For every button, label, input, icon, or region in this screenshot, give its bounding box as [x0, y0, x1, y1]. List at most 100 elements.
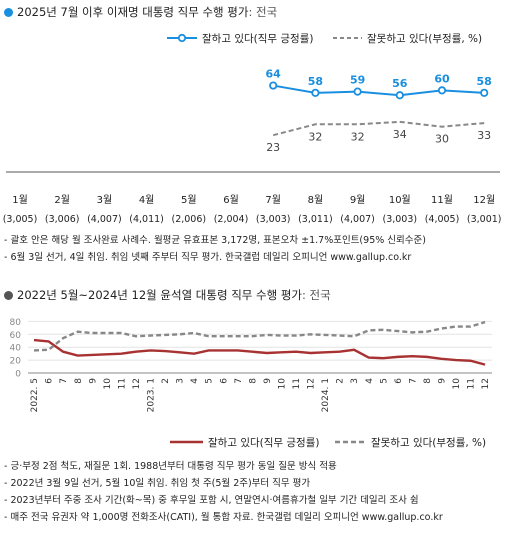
section2-subtitle: : 전국 — [302, 288, 331, 302]
legend-label-positive: 잘하고 있다(직무 긍정률) — [208, 436, 319, 449]
x-tick-label: 7 — [234, 378, 244, 384]
positive-point — [269, 81, 278, 90]
sample-size-label: (3,003) — [382, 214, 417, 225]
x-tick-label: 12 — [307, 378, 317, 389]
series-line-positive — [33, 338, 486, 366]
x-tick-label: 1월 — [12, 194, 28, 206]
sample-size-label: (2,004) — [214, 214, 249, 225]
sample-size-label: (3,003) — [256, 214, 291, 225]
x-tick-label: 3 — [350, 378, 360, 384]
y-tick-label: 60 — [10, 331, 22, 341]
x-tick-label: 7 — [59, 378, 69, 384]
sample-size-label: (4,005) — [425, 214, 460, 225]
x-tick-label: 4월 — [139, 194, 155, 206]
positive-point — [311, 88, 320, 97]
positive-data-label: 64 — [266, 68, 282, 81]
series-line-negative — [33, 320, 486, 352]
positive-data-label: 58 — [308, 75, 323, 88]
chart1: 잘하고 있다(직무 긍정률) 잘못하고 있다(부정률, %) 64 58 59 56 60 5… — [3, 32, 502, 225]
x-tick-label: 4 — [365, 378, 375, 384]
sample-size-label: (3,001) — [467, 214, 502, 225]
x-tick-label: 10 — [452, 378, 462, 390]
x-tick-label: 11 — [117, 378, 127, 389]
positive-point — [437, 86, 447, 95]
x-tick-label: 2022. 5 — [30, 378, 40, 412]
x-tick-label: 9 — [263, 378, 273, 384]
section2-title-row: 2022년 5월~2024년 12월 윤석열 대통령 직무 수행 평가: 전국 — [4, 287, 331, 303]
positive-point — [395, 91, 404, 100]
section2-note-1: - 긍·부정 2점 척도, 재질문 1회. 1988년부터 대통령 직무 평가 … — [4, 461, 337, 472]
y-tick-label: 40 — [10, 344, 22, 354]
x-tick-label: 11 — [467, 378, 477, 389]
x-tick-label: 12 — [132, 378, 142, 389]
y-tick-label: 20 — [10, 357, 22, 367]
sample-size-label: (4,011) — [129, 214, 164, 225]
x-tick-label: 3 — [176, 378, 186, 384]
x-tick-label: 11 — [292, 378, 302, 389]
negative-data-label: 32 — [308, 130, 322, 143]
series-line-negative — [272, 120, 485, 137]
x-tick-label: 7월 — [265, 194, 281, 206]
x-tick-label: 4 — [190, 378, 200, 384]
x-tick-label: 9 — [88, 378, 98, 384]
section1-note-1: - 괄호 안은 해당 월 조사완료 사례수. 월평균 유효표본 3,172명, … — [4, 235, 426, 246]
x-tick-label: 8 — [74, 378, 84, 384]
x-tick-label: 12 — [481, 378, 491, 389]
x-tick-label: 10월 — [389, 194, 411, 206]
positive-point — [353, 87, 362, 96]
x-tick-label: 5 — [379, 378, 389, 384]
y-tick-label: 80 — [10, 318, 22, 328]
x-tick-label: 2 — [161, 378, 171, 384]
legend-label-negative: 잘못하고 있다(부정률, %) — [371, 436, 486, 449]
positive-data-label: 58 — [477, 75, 492, 88]
sample-size-label: (3,006) — [45, 214, 80, 225]
x-tick-label: 6월 — [223, 194, 239, 206]
series-line-positive — [273, 84, 485, 97]
section1-title: 2025년 7월 이후 이재명 대통령 직무 수행 평가 — [17, 5, 249, 19]
x-tick-label: 9월 — [350, 194, 366, 206]
x-tick-label: 5월 — [181, 194, 197, 206]
x-tick-label: 6 — [394, 378, 404, 384]
section2-note-4: - 매주 전국 유권자 약 1,000명 전화조사(CATI), 월 통합 자료… — [4, 512, 443, 523]
section2-notes: - 긍·부정 2점 척도, 재질문 1회. 1988년부터 대통령 직무 평가 … — [4, 458, 443, 526]
legend-marker-positive — [177, 33, 187, 43]
section1-note-2: - 6월 3일 선거, 4일 취임. 취임 넷째 주부터 직무 평가. 한국갤럽… — [4, 252, 412, 263]
negative-data-label: 30 — [435, 133, 449, 146]
x-tick-label: 10 — [278, 378, 288, 390]
legend-label-negative: 잘못하고 있다(부정률, %) — [367, 32, 482, 45]
x-tick-label: 2월 — [54, 194, 70, 206]
y-tick-label: 0 — [15, 370, 21, 380]
positive-data-label: 59 — [350, 74, 365, 87]
legend-label-positive: 잘하고 있다(직무 긍정률) — [202, 32, 313, 45]
negative-data-label: 32 — [351, 130, 365, 143]
x-tick-label: 2023. 1 — [147, 378, 157, 412]
x-tick-label: 8 — [423, 378, 433, 384]
x-tick-label: 9 — [438, 378, 448, 384]
section2-note-2: - 2022년 3월 9일 선거, 5월 10일 취임. 취임 첫 주(5월 2… — [4, 478, 311, 489]
negative-data-label: 33 — [477, 129, 491, 142]
x-tick-label: 8 — [248, 378, 258, 384]
positive-point — [480, 88, 489, 97]
negative-data-label: 34 — [393, 128, 407, 141]
x-tick-label: 2024. 1 — [321, 378, 331, 412]
x-tick-label: 2 — [336, 378, 346, 384]
section1-title-row: 2025년 7월 이후 이재명 대통령 직무 수행 평가: 전국 — [4, 4, 277, 20]
section2-bullet-icon — [4, 291, 13, 300]
sample-size-label: (2,006) — [171, 214, 206, 225]
x-tick-label: 10 — [103, 378, 113, 390]
section1-notes: - 괄호 안은 해당 월 조사완료 사례수. 월평균 유효표본 3,172명, … — [4, 232, 426, 266]
x-tick-label: 8월 — [308, 194, 324, 206]
x-tick-label: 7 — [408, 378, 418, 384]
sample-size-label: (4,007) — [340, 214, 375, 225]
section1-subtitle: : 전국 — [248, 5, 278, 19]
section2-title: 2022년 5월~2024년 12월 윤석열 대통령 직무 수행 평가 — [17, 288, 302, 302]
negative-data-label: 23 — [266, 141, 280, 154]
x-tick-label: 12월 — [473, 194, 495, 206]
sample-size-label: (3,005) — [3, 214, 38, 225]
x-tick-label: 6 — [45, 378, 55, 384]
positive-data-label: 60 — [434, 72, 450, 85]
x-tick-label: 5 — [205, 378, 215, 384]
section1-bullet-icon — [4, 8, 13, 17]
sample-size-label: (3,011) — [298, 214, 333, 225]
